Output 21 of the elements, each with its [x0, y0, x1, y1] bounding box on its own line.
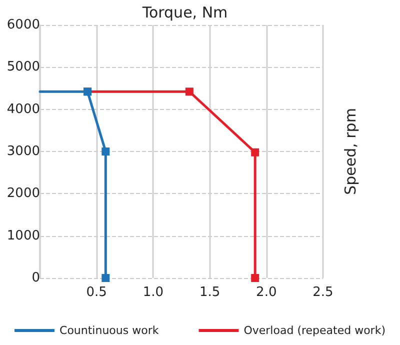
- x-tick-label: 2.5: [312, 285, 334, 300]
- y-tick-label: 5000: [6, 60, 40, 75]
- point: [251, 274, 260, 282]
- y-tick-label: 0: [32, 270, 40, 286]
- y-tick-label: 6000: [6, 18, 40, 32]
- legend-label: Countinuous work: [60, 324, 160, 337]
- x-tick-label: 1.5: [199, 285, 220, 300]
- y-axis-title: Speed, rpm: [342, 108, 360, 195]
- x-tick-label: 2.0: [256, 285, 277, 300]
- y-tick-label: 2000: [6, 186, 40, 202]
- legend-label: Overload (repeated work): [244, 324, 386, 337]
- y-tick-label: 4000: [6, 102, 40, 117]
- point: [251, 148, 260, 156]
- y-tick-label: 3000: [6, 144, 40, 159]
- point: [102, 274, 110, 282]
- point: [102, 148, 110, 156]
- point: [185, 88, 194, 96]
- y-tick-label: 1000: [6, 228, 40, 244]
- x-tick-label: 1.0: [142, 285, 164, 300]
- x-axis-title: Torque, Nm: [141, 4, 228, 22]
- x-tick-label: 0.5: [86, 285, 107, 300]
